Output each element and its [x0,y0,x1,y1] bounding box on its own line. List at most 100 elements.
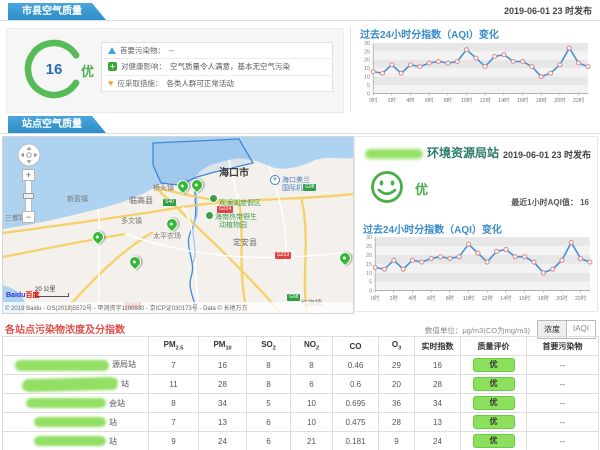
station-pin[interactable] [89,228,107,246]
pan-up-icon[interactable] [26,146,32,150]
value-cell: 0.475 [332,412,379,432]
x-tick-label: 10时 [463,294,475,302]
map-label: 观澜湖度假区 [219,200,261,207]
zoo-poi-icon [205,211,214,220]
x-tick-label: 22时 [575,294,587,302]
data-point [493,248,500,254]
primary-pollutant-cell: -- [526,393,599,413]
data-point [473,55,479,61]
land [3,157,353,313]
x-tick-label: 4时 [406,96,415,104]
map-label: 太平农场 [153,233,181,240]
table-row: 站 9 24 6 21 0.181 9 24 优 -- [2,431,599,450]
x-tick-label: 22时 [573,96,585,104]
x-tick-label: 12时 [480,96,492,104]
station-name-cell: 站 [2,412,149,432]
redacted-name [34,436,106,447]
data-point [381,266,388,272]
admin-boundary-land [187,176,198,313]
data-point [529,64,535,70]
value-cell: 13 [198,412,247,432]
data-point [475,250,481,256]
station-pin[interactable] [336,249,353,267]
y-tick-label: 20 [366,253,372,259]
station-pin[interactable] [188,176,206,194]
value-cell: 0.6 [332,374,379,394]
pollutant-icon [108,47,116,55]
station-pin[interactable] [174,177,192,195]
road-shield: G98 [303,184,317,191]
map-pan-control[interactable] [17,143,41,167]
value-cell: 9 [148,431,199,450]
pan-left-icon[interactable] [20,152,24,158]
data-point [575,60,582,66]
value-cell: 28 [198,374,247,394]
zoom-in-button[interactable]: + [22,169,35,181]
data-point [409,257,416,263]
chart-band [373,59,588,69]
scale-line [35,293,69,297]
column-header: 实时指数 [414,336,461,356]
x-tick-label: 4时 [408,294,417,302]
column-header: NO2 [290,336,333,356]
road-shield: G223 [275,252,292,259]
primary-pollutant-cell: -- [526,412,599,432]
publish-time: 2019-06-01 23 时发布 [503,6,592,16]
data-point [559,257,565,263]
station-aqi-level: 优 [415,182,429,197]
data-point [522,254,528,260]
value-mode-toggle: 浓度 IAQI [536,320,596,339]
y-tick-label: 0 [367,91,370,97]
x-tick-label: 2时 [388,96,397,104]
y-tick-label: 25 [366,244,372,250]
column-header: SO2 [246,336,291,356]
data-point [445,60,451,66]
y-tick-label: 25 [364,49,370,55]
station-pin[interactable] [126,253,144,271]
table-header-row: PM2.5 PM10 SO2 NO2 CO O3 实时指数 质量评价 首要污染物 [2,336,599,356]
y-tick-label: 10 [366,271,372,277]
recent-aqi: 最近1小时AQI值： 16 [511,198,589,207]
zoom-track[interactable] [23,181,34,211]
value-cell: 0.695 [332,393,379,413]
x-tick-label: 18时 [536,96,548,104]
data-point [587,259,593,265]
value-cell: 6 [246,431,291,450]
map-label: 多文镇 [121,218,142,225]
y-tick-label: 15 [364,66,370,72]
station-name-suffix: 站 [109,436,117,446]
map-label: 国际机场 [282,185,310,192]
data-point [463,47,470,53]
value-cell: 0.181 [332,431,379,450]
zoom-out-button[interactable]: − [22,211,35,223]
column-header: 首要污染物 [526,336,599,356]
x-tick-label: 12时 [482,294,494,302]
tab-station-air-quality: 站点空气质量 [8,116,106,133]
redacted-name [26,398,106,409]
data-point [548,70,554,76]
zoom-handle[interactable] [23,193,34,199]
info-label: 首要污染物： [120,46,165,56]
data-point [428,255,434,262]
station-name-cell: 站 [2,374,149,394]
station-pin[interactable] [163,215,181,233]
data-point [484,259,490,265]
rating-cell: 优 [460,374,527,394]
value-cell: 28 [414,374,461,394]
primary-pollutant-cell: -- [526,431,599,450]
pan-right-icon[interactable] [34,152,38,158]
redacted-name [21,376,119,392]
map-attribution: © 2019 Baidu - GS(2018)5572号 - 甲测资字11009… [3,302,353,313]
info-label: 对健康影响： [121,62,166,72]
x-tick-label: 6时 [425,96,434,104]
aqi-number: 16 [46,61,63,78]
divider [0,20,600,21]
redacted-name [34,417,106,428]
chart-band [375,237,590,246]
smiley-face-icon [371,171,403,203]
pan-down-icon[interactable] [26,160,32,164]
data-point [512,254,518,260]
data-point [510,59,516,64]
value-cell: 0.46 [332,355,379,375]
